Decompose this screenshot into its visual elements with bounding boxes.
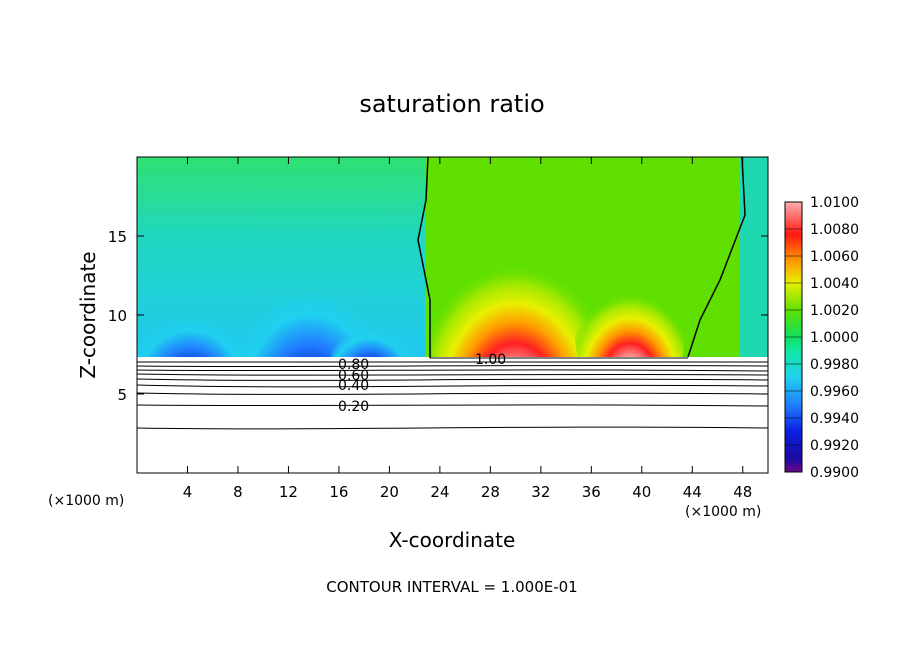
y-tick-label: 10	[108, 307, 127, 325]
contour-interval-text: CONTOUR INTERVAL = 1.000E-01	[326, 578, 577, 596]
y-tick-label: 5	[117, 386, 127, 404]
x-tick-label: 20	[380, 483, 399, 501]
contour-line	[136, 364, 769, 368]
contour-label-060: 0.60	[338, 368, 369, 384]
x-tick-label: 24	[430, 483, 449, 501]
colorbar-label: 1.0040	[810, 276, 859, 292]
lower-contours	[136, 357, 769, 430]
contour-line	[136, 378, 769, 381]
x-unit-right: (×1000 m)	[685, 504, 761, 520]
x-tick-label: 40	[632, 483, 651, 501]
x-tick-label: 28	[481, 483, 500, 501]
colorbar-label: 0.9960	[810, 384, 859, 400]
x-tick-label: 4	[183, 483, 193, 501]
colorbar-label: 0.9980	[810, 357, 859, 373]
y-tick-label: 15	[108, 228, 127, 246]
chart-title: saturation ratio	[359, 90, 544, 118]
contour-labels: 0.80 0.60 0.40 0.20 1.00	[338, 352, 506, 415]
x-tick-label: 44	[683, 483, 702, 501]
colorbar-label: 1.0020	[810, 303, 859, 319]
colorbar-label: 1.0000	[810, 330, 859, 346]
x-tick-label: 32	[531, 483, 550, 501]
contour-1-00-left	[417, 156, 431, 358]
contour-label-020: 0.20	[338, 399, 369, 415]
colorbar-label: 0.9900	[810, 465, 859, 481]
x-tick-label: 16	[329, 483, 348, 501]
contour-line	[136, 373, 769, 376]
right-edge-region	[740, 157, 768, 357]
colorbar-label: 0.9920	[810, 438, 859, 454]
x-tick-label: 48	[733, 483, 752, 501]
y-axis-ticks: 5 10 15	[108, 228, 768, 404]
colorbar-label: 0.9940	[810, 411, 859, 427]
x-unit-left: (×1000 m)	[48, 493, 124, 509]
x-tick-label: 12	[279, 483, 298, 501]
lower-layer	[137, 357, 768, 473]
contour-line	[136, 426, 769, 430]
contour-line	[136, 369, 769, 372]
colorbar-label: 1.0100	[810, 195, 859, 211]
contour-line	[136, 392, 769, 395]
x-axis-ticks: 4 8 12 16 20 24 28 32 36 40 44 48	[183, 157, 752, 501]
contour-label-080: 0.80	[338, 357, 369, 373]
x-tick-label: 8	[233, 483, 243, 501]
contour-label-100: 1.00	[475, 352, 506, 368]
colorbar-label: 1.0080	[810, 222, 859, 238]
contour-1-00-right	[687, 156, 746, 358]
x-axis-label: X-coordinate	[389, 528, 516, 552]
contour-label-040: 0.40	[338, 378, 369, 394]
contour-line	[136, 384, 769, 388]
x-tick-label: 36	[582, 483, 601, 501]
y-axis-label: Z-coordinate	[76, 251, 100, 378]
plot-area	[137, 157, 768, 473]
colorbar-label: 1.0060	[810, 249, 859, 265]
colorbar-labels: 1.0100 1.0080 1.0060 1.0040 1.0020 1.0000 0.99…	[785, 195, 859, 481]
contour-line	[136, 404, 769, 407]
